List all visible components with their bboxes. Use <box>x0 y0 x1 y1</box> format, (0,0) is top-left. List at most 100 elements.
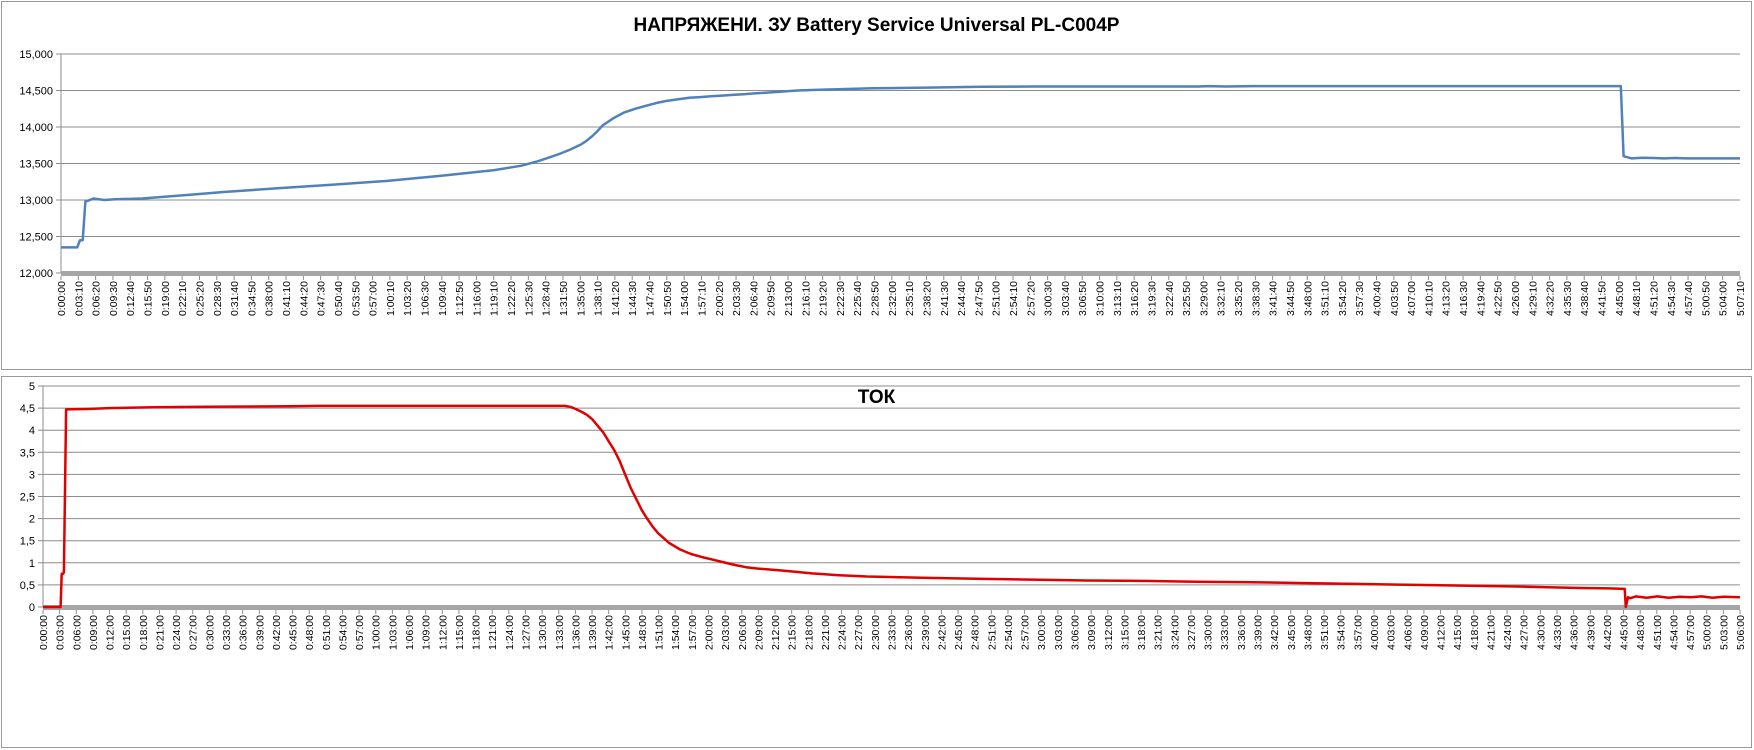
voltage-x-tick-label: 2:06:40 <box>748 281 760 316</box>
current-y-tick-label: 2,5 <box>20 492 35 504</box>
voltage-x-tick-label: 0:50:40 <box>333 281 345 316</box>
voltage-x-tick-label: 3:13:10 <box>1112 281 1124 316</box>
current-x-tick-label: 1:12:00 <box>437 615 449 650</box>
voltage-x-tick-label: 3:25:50 <box>1181 281 1193 316</box>
voltage-y-tick-label: 12,500 <box>19 232 53 244</box>
voltage-x-tick-label: 4:19:40 <box>1475 281 1487 316</box>
current-x-tick-label: 0:15:00 <box>121 615 133 650</box>
voltage-x-tick-label: 5:07:10 <box>1735 281 1747 316</box>
current-x-tick-label: 1:18:00 <box>471 615 483 650</box>
current-x-tick-label: 3:15:00 <box>1119 615 1131 650</box>
voltage-x-tick-label: 3:51:10 <box>1320 281 1332 316</box>
voltage-x-tick-label: 1:38:10 <box>593 281 605 316</box>
voltage-x-tick-label: 4:07:00 <box>1406 281 1418 316</box>
voltage-x-tick-label: 4:32:20 <box>1545 281 1557 316</box>
current-chart-title: ТОК <box>857 387 896 408</box>
current-x-tick-label: 3:21:00 <box>1153 615 1165 650</box>
voltage-x-tick-label: 1:22:20 <box>506 281 518 316</box>
voltage-x-tick-label: 4:35:30 <box>1562 281 1574 316</box>
current-x-tick-label: 0:33:00 <box>221 615 233 650</box>
current-x-tick-label: 5:06:00 <box>1735 615 1747 650</box>
current-x-tick-label: 4:06:00 <box>1402 615 1414 650</box>
current-x-tick-label: 5:03:00 <box>1718 615 1730 650</box>
current-x-tick-label: 4:51:00 <box>1652 615 1664 650</box>
voltage-x-tick-label: 2:13:00 <box>783 281 795 316</box>
voltage-x-tick-label: 1:00:10 <box>385 281 397 316</box>
voltage-x-tick-label: 4:54:30 <box>1666 281 1678 316</box>
voltage-x-tick-label: 0:57:00 <box>368 281 380 316</box>
voltage-x-tick-label: 4:26:00 <box>1510 281 1522 316</box>
current-y-tick-label: 1 <box>29 558 35 570</box>
voltage-x-tick-label: 3:16:20 <box>1129 281 1141 316</box>
voltage-x-tick-label: 4:29:10 <box>1527 281 1539 316</box>
current-x-tick-label: 2:51:00 <box>986 615 998 650</box>
voltage-x-tick-label: 1:50:50 <box>662 281 674 316</box>
current-y-tick-label: 0 <box>29 602 35 614</box>
current-x-tick-label: 0:03:00 <box>55 615 67 650</box>
current-x-tick-label: 1:15:00 <box>454 615 466 650</box>
voltage-x-tick-label: 2:00:20 <box>714 281 726 316</box>
current-x-tick-label: 3:30:00 <box>1203 615 1215 650</box>
voltage-x-tick-label: 1:41:20 <box>610 281 622 316</box>
current-x-tick-label: 3:42:00 <box>1269 615 1281 650</box>
voltage-x-tick-label: 2:54:10 <box>1008 281 1020 316</box>
current-x-tick-label: 3:12:00 <box>1103 615 1115 650</box>
voltage-x-tick-label: 5:00:50 <box>1700 281 1712 316</box>
current-x-tick-label: 4:33:00 <box>1552 615 1564 650</box>
current-x-tick-label: 1:24:00 <box>504 615 516 650</box>
current-chart-panel: ТОК 0 0,5 1 1,5 2 2,5 3 3,5 4 4,5 5 0:00:00 0:03:00 0… <box>1 376 1752 748</box>
current-x-tick-label: 2:27:00 <box>853 615 865 650</box>
current-y-tick-label: 3 <box>29 469 35 481</box>
current-x-tick-label: 0:54:00 <box>337 615 349 650</box>
voltage-y-tick-label: 13,000 <box>19 195 53 207</box>
current-x-tick-label: 1:06:00 <box>404 615 416 650</box>
voltage-x-tick-label: 0:31:40 <box>229 281 241 316</box>
current-chart: 0 0,5 1 1,5 2 2,5 3 3,5 4 4,5 5 0:00:00 0:03:00 0:06:… <box>20 381 1747 650</box>
voltage-x-tick-label: 0:47:30 <box>316 281 328 316</box>
voltage-x-tick-label: 2:57:20 <box>1025 281 1037 316</box>
voltage-x-tick-label: 0:19:00 <box>160 281 172 316</box>
current-x-tick-label: 4:54:00 <box>1668 615 1680 650</box>
current-x-tick-label: 2:42:00 <box>936 615 948 650</box>
current-x-tick-label: 0:48:00 <box>304 615 316 650</box>
voltage-series-line <box>61 84 1740 249</box>
current-x-tick-label: 0:00:00 <box>38 615 50 650</box>
current-x-tick-label: 3:24:00 <box>1169 615 1181 650</box>
voltage-x-tick-label: 3:03:40 <box>1060 281 1072 316</box>
current-x-tick-label: 3:51:00 <box>1319 615 1331 650</box>
voltage-x-tick-label: 3:54:20 <box>1337 281 1349 316</box>
voltage-x-tick-label: 0:06:20 <box>91 281 103 316</box>
current-x-tick-label: 1:57:00 <box>687 615 699 650</box>
voltage-x-tick-label: 1:44:30 <box>627 281 639 316</box>
current-y-tick-label: 2 <box>29 514 35 526</box>
current-x-tick-label: 2:30:00 <box>870 615 882 650</box>
voltage-x-tick-label: 1:12:50 <box>454 281 466 316</box>
voltage-x-tick-label: 0:41:10 <box>281 281 293 316</box>
voltage-x-tick-label: 3:35:20 <box>1233 281 1245 316</box>
voltage-x-tick-label: 4:22:50 <box>1493 281 1505 316</box>
voltage-y-tick-label: 14,000 <box>19 122 53 134</box>
current-x-tick-label: 2:54:00 <box>1003 615 1015 650</box>
voltage-x-tick-label: 1:16:00 <box>471 281 483 316</box>
current-x-tick-label: 4:42:00 <box>1602 615 1614 650</box>
current-x-tick-label: 3:48:00 <box>1302 615 1314 650</box>
voltage-x-tick-label: 2:41:30 <box>939 281 951 316</box>
current-x-tick-label: 0:18:00 <box>138 615 150 650</box>
voltage-x-tick-label: 4:45:00 <box>1614 281 1626 316</box>
current-x-tick-label: 1:48:00 <box>637 615 649 650</box>
current-x-tick-label: 2:36:00 <box>903 615 915 650</box>
voltage-x-tick-label: 1:35:00 <box>575 281 587 316</box>
current-x-tick-label: 0:36:00 <box>238 615 250 650</box>
voltage-x-tick-label: 0:22:10 <box>177 281 189 316</box>
current-x-tick-label: 4:24:00 <box>1502 615 1514 650</box>
current-x-tick-label: 4:39:00 <box>1585 615 1597 650</box>
current-y-tick-label: 5 <box>29 381 35 393</box>
voltage-x-tick-label: 4:38:40 <box>1579 281 1591 316</box>
current-x-tick-label: 1:51:00 <box>654 615 666 650</box>
voltage-x-tick-label: 1:06:30 <box>419 281 431 316</box>
voltage-x-tick-label: 3:44:50 <box>1285 281 1297 316</box>
voltage-x-tick-label: 2:22:30 <box>835 281 847 316</box>
voltage-y-tick-label: 14,500 <box>19 86 53 98</box>
current-x-tick-label: 2:18:00 <box>803 615 815 650</box>
current-x-tick-label: 0:30:00 <box>204 615 216 650</box>
